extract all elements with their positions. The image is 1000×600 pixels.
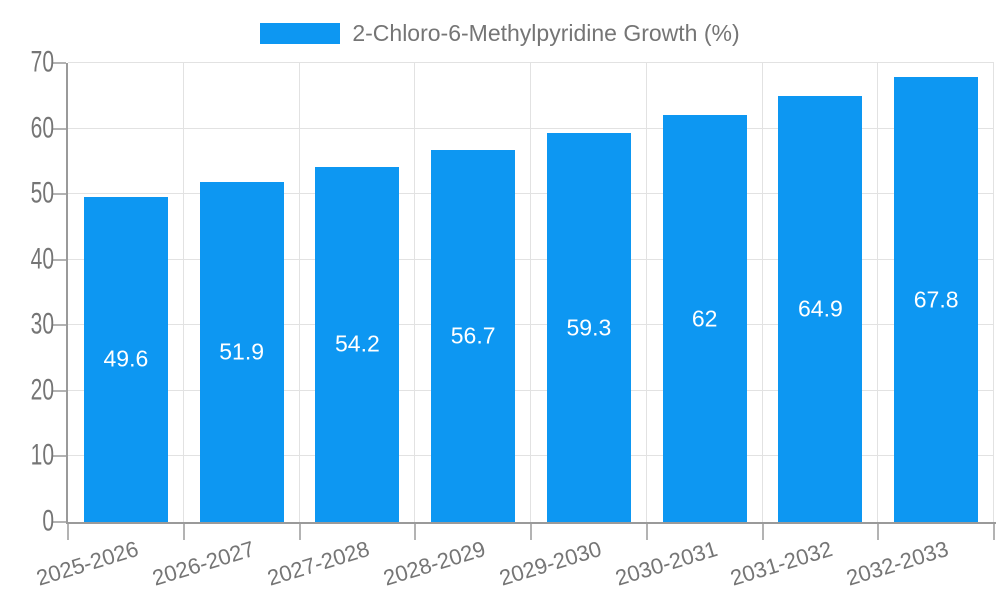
bar-2027-2028[interactable]: 54.2	[315, 166, 400, 522]
bar-value-label: 56.7	[450, 322, 496, 349]
bar-value-label: 67.8	[913, 286, 959, 313]
y-axis-label: 70	[30, 45, 54, 79]
bar-2028-2029[interactable]: 56.7	[431, 150, 516, 522]
x-axis-label: 2025-2026	[33, 536, 142, 591]
x-axis-tick	[298, 524, 301, 540]
y-axis-line	[66, 63, 68, 524]
y-axis-tick	[53, 127, 66, 130]
gridline-vertical	[414, 63, 416, 522]
x-axis-tick	[182, 524, 185, 540]
x-axis-label: 2027-2028	[264, 536, 373, 591]
gridline-horizontal	[68, 62, 994, 63]
bar-value-label: 64.9	[797, 295, 843, 322]
x-axis-label: 2026-2027	[149, 536, 257, 591]
x-axis-tick	[67, 524, 69, 540]
gridline-vertical	[298, 63, 300, 522]
y-axis-tick	[53, 521, 66, 523]
y-axis-label: 10	[30, 439, 54, 473]
gridline-horizontal	[68, 258, 994, 260]
y-axis-tick	[53, 324, 66, 327]
gridline-horizontal	[68, 455, 994, 457]
y-axis-label: 0	[42, 504, 54, 538]
bar-value-label: 54.2	[334, 330, 380, 357]
bar-value-label: 62	[691, 305, 718, 332]
x-axis-label: 2029-2030	[496, 536, 605, 591]
x-axis-tick	[530, 524, 532, 540]
x-axis-label: 2030-2031	[612, 536, 720, 591]
bar-2031-2032[interactable]: 64.9	[778, 96, 863, 522]
gridline-vertical	[182, 63, 184, 522]
bar-2030-2031[interactable]: 62	[662, 115, 747, 522]
bar-2032-2033[interactable]: 67.8	[894, 77, 979, 522]
legend[interactable]: 2-Chloro-6-Methylpyridine Growth (%)	[0, 20, 1000, 47]
gridline-horizontal	[68, 127, 994, 129]
bar-value-label: 51.9	[219, 338, 264, 365]
bar-value-label: 59.3	[566, 314, 612, 341]
y-axis-label: 20	[30, 373, 54, 407]
x-axis-tick	[993, 524, 995, 540]
y-axis-tick	[53, 389, 66, 392]
y-axis-label: 40	[30, 242, 54, 276]
plot-area: 49.6 51.9 54.2 56.7 59.3 62 64.9 67.8	[68, 62, 994, 522]
bar-2029-2030[interactable]: 59.3	[546, 133, 631, 522]
gridline-horizontal	[68, 389, 994, 391]
bar-value-label: 49.6	[103, 345, 149, 372]
y-axis-label: 60	[30, 111, 54, 145]
x-axis-label: 2028-2029	[380, 536, 489, 591]
legend-swatch[interactable]	[260, 23, 341, 44]
gridline-vertical	[993, 63, 994, 522]
x-axis-label: 2032-2033	[843, 536, 952, 591]
x-axis-label: 2031-2032	[727, 536, 836, 591]
y-axis-label: 50	[30, 177, 54, 210]
x-axis-tick	[645, 524, 648, 540]
x-axis-line	[66, 522, 996, 524]
bar-2025-2026[interactable]: 49.6	[83, 196, 168, 522]
gridline-vertical	[877, 63, 879, 522]
legend-label[interactable]: 2-Chloro-6-Methylpyridine Growth (%)	[352, 20, 740, 46]
bar-2026-2027[interactable]: 51.9	[199, 181, 284, 522]
gridline-vertical	[530, 63, 531, 522]
x-axis-tick	[761, 524, 764, 540]
y-axis-tick	[53, 258, 66, 261]
gridline-horizontal	[68, 193, 994, 195]
y-axis-tick	[53, 62, 66, 64]
gridline-vertical	[645, 63, 647, 522]
x-axis-tick	[877, 524, 880, 540]
y-axis-tick	[53, 193, 66, 196]
y-axis-label: 30	[30, 308, 54, 341]
gridline-horizontal	[68, 324, 994, 326]
gridline-vertical	[761, 63, 763, 522]
y-axis-tick	[53, 455, 66, 458]
x-axis-tick	[414, 524, 417, 540]
